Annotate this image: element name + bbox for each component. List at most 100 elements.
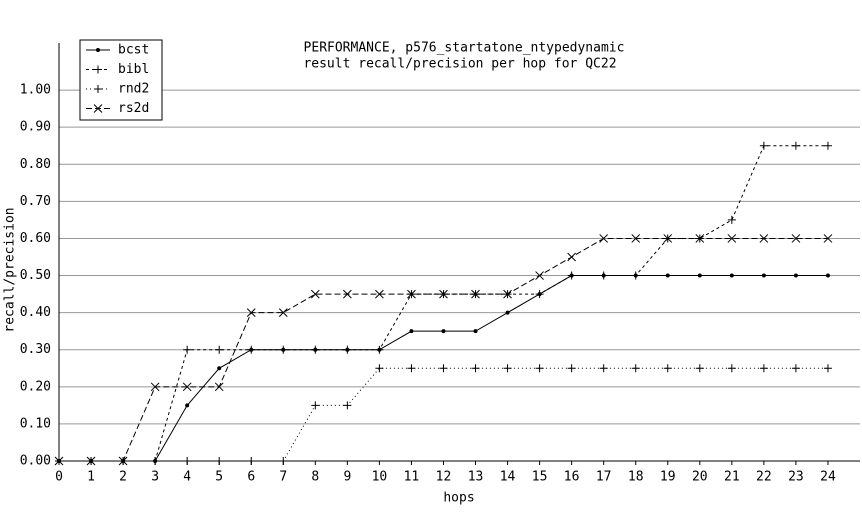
point [375, 364, 384, 373]
point [535, 271, 544, 280]
point [247, 457, 256, 465]
point [599, 364, 608, 373]
point [94, 65, 102, 74]
point [599, 271, 608, 280]
point [631, 234, 641, 243]
x-tick-label: 13 [468, 470, 484, 485]
point [217, 366, 222, 371]
x-tick-label: 14 [500, 470, 516, 485]
point [663, 364, 672, 373]
point [567, 271, 576, 280]
point [409, 329, 414, 334]
x-tick-label: 10 [372, 470, 388, 485]
point [473, 329, 478, 334]
x-tick-label: 22 [756, 470, 772, 485]
x-tick-label: 2 [119, 470, 127, 485]
x-axis-label: hops [443, 491, 474, 506]
point [214, 382, 224, 392]
series-line [59, 145, 828, 462]
x-tick-label: 5 [215, 470, 223, 485]
y-tick-label: 0.80 [20, 157, 51, 172]
x-tick-label: 19 [660, 470, 676, 485]
x-tick-label: 18 [628, 470, 644, 485]
point [247, 345, 256, 354]
x-tick-label: 3 [151, 470, 159, 485]
point [503, 289, 512, 299]
point [151, 457, 160, 465]
point [695, 234, 705, 243]
point [825, 273, 830, 278]
point [791, 141, 800, 150]
point [759, 141, 768, 150]
point [54, 456, 64, 466]
point [343, 401, 352, 410]
point [631, 364, 640, 373]
y-tick-label: 0.30 [20, 342, 51, 357]
point [311, 401, 320, 410]
x-tick-label: 8 [311, 470, 319, 485]
x-tick-label: 6 [247, 470, 255, 485]
point [759, 364, 768, 373]
point [535, 290, 544, 299]
point [823, 364, 832, 373]
point [310, 289, 320, 299]
y-tick-label: 0.00 [20, 454, 51, 469]
x-tick-label: 17 [596, 470, 612, 485]
point [695, 364, 704, 373]
point [503, 364, 512, 373]
y-tick-label: 0.70 [20, 194, 51, 209]
point [727, 215, 736, 224]
point [535, 364, 544, 373]
point [279, 457, 288, 465]
y-tick-label: 0.90 [20, 120, 51, 135]
chart-title: PERFORMANCE, p576_startatone_ntypedynami… [304, 41, 625, 56]
x-tick-label: 20 [692, 470, 708, 485]
x-tick-label: 23 [788, 470, 804, 485]
x-tick-label: 24 [820, 470, 836, 485]
point [471, 364, 480, 373]
point [791, 364, 800, 373]
y-tick-label: 1.00 [20, 83, 51, 98]
x-tick-label: 12 [436, 470, 452, 485]
x-tick-label: 7 [279, 470, 287, 485]
y-tick-label: 0.10 [20, 416, 51, 431]
legend-label: bibl [118, 62, 149, 77]
point [729, 273, 734, 278]
point [759, 234, 769, 243]
point [246, 308, 256, 317]
point [791, 234, 801, 243]
point [343, 345, 352, 354]
point [793, 273, 798, 278]
point [407, 289, 416, 299]
point [93, 104, 103, 113]
point [407, 364, 416, 373]
point [311, 345, 320, 354]
point [697, 273, 702, 278]
point [439, 364, 448, 373]
point [727, 364, 736, 373]
series-line [59, 367, 828, 462]
x-tick-label: 9 [343, 470, 351, 485]
point [150, 382, 160, 392]
point [663, 234, 673, 243]
point [439, 289, 448, 299]
point [278, 308, 288, 317]
point [183, 345, 192, 354]
point [182, 382, 192, 392]
point [823, 234, 833, 243]
x-tick-label: 11 [404, 470, 420, 485]
point [185, 403, 190, 408]
x-tick-label: 4 [183, 470, 191, 485]
point [343, 289, 352, 299]
point [599, 234, 609, 243]
legend-label: bcst [118, 43, 149, 58]
y-tick-label: 0.50 [20, 268, 51, 283]
legend-label: rs2d [118, 101, 149, 116]
x-tick-label: 0 [55, 470, 63, 485]
point [441, 329, 446, 334]
point [118, 456, 128, 466]
y-tick-label: 0.60 [20, 231, 51, 246]
point [94, 85, 102, 93]
point [567, 252, 576, 262]
